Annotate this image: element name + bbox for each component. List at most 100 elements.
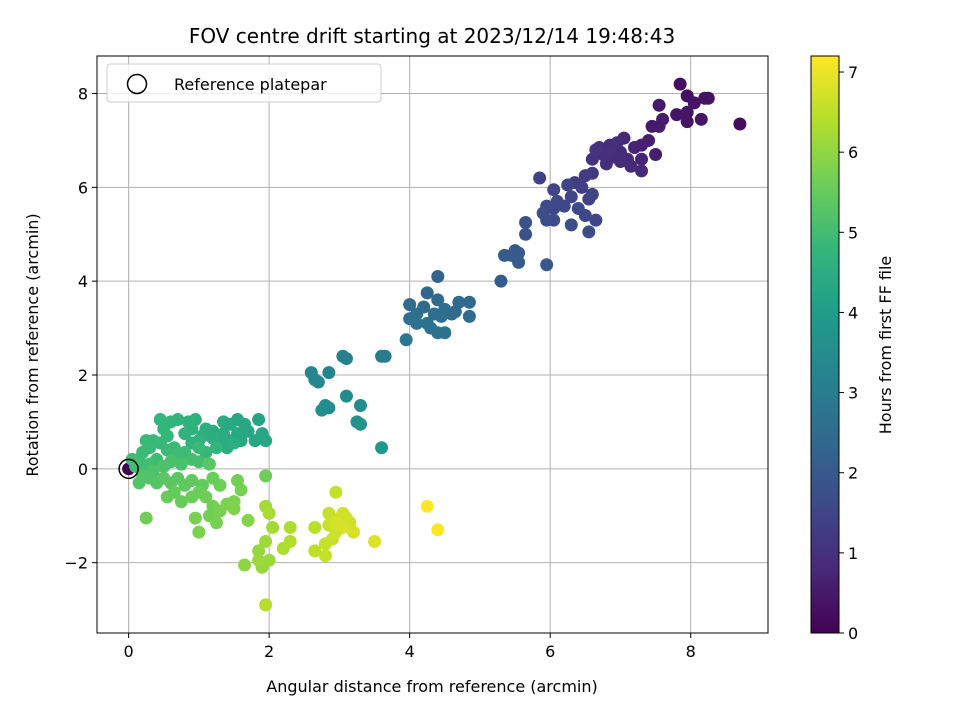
data-point xyxy=(431,293,445,307)
data-point xyxy=(252,544,266,558)
data-point xyxy=(438,326,452,340)
data-point xyxy=(420,286,434,300)
data-point xyxy=(462,295,476,309)
data-point xyxy=(575,180,589,194)
x-tick-label: 4 xyxy=(405,642,415,661)
data-point xyxy=(132,476,146,490)
data-point xyxy=(649,148,663,162)
y-axis-ticks: −2 0 2 4 6 8 xyxy=(64,85,97,573)
data-point xyxy=(680,105,694,119)
data-point xyxy=(403,298,417,312)
data-point xyxy=(259,535,273,549)
x-tick-label: 0 xyxy=(124,642,134,661)
data-point xyxy=(462,309,476,323)
colorbar-tick-label: 4 xyxy=(848,303,858,322)
y-tick-label: 0 xyxy=(78,460,88,479)
data-point xyxy=(185,474,199,488)
chart-title: FOV centre drift starting at 2023/12/14 … xyxy=(189,24,675,48)
data-point xyxy=(424,321,438,335)
y-tick-label: 2 xyxy=(78,366,88,385)
data-point xyxy=(635,152,649,166)
data-point xyxy=(178,427,192,441)
x-tick-label: 8 xyxy=(686,642,696,661)
colorbar-tick-label: 0 xyxy=(848,624,858,643)
data-point xyxy=(410,316,424,330)
data-point xyxy=(656,112,670,126)
data-point xyxy=(266,520,280,534)
data-point xyxy=(339,352,353,366)
data-point xyxy=(494,274,508,288)
data-point xyxy=(259,469,273,483)
data-point xyxy=(252,553,266,567)
data-point xyxy=(519,227,533,241)
colorbar-tick-label: 7 xyxy=(848,63,858,82)
data-point xyxy=(231,474,245,488)
colorbar-tick-label: 2 xyxy=(848,464,858,483)
data-point xyxy=(353,398,367,412)
data-point xyxy=(308,544,322,558)
data-point xyxy=(227,502,241,516)
data-point xyxy=(209,441,223,455)
data-point xyxy=(157,459,171,473)
data-point xyxy=(378,349,392,363)
x-tick-label: 6 xyxy=(545,642,555,661)
data-point xyxy=(188,511,202,525)
data-point xyxy=(673,77,687,91)
data-point xyxy=(216,415,230,429)
data-point xyxy=(199,490,213,504)
legend-box xyxy=(106,63,382,103)
x-tick-label: 2 xyxy=(264,642,274,661)
data-point xyxy=(399,333,413,347)
data-point xyxy=(227,436,241,450)
data-point xyxy=(434,309,448,323)
legend: Reference platepar xyxy=(106,63,382,103)
y-tick-label: 4 xyxy=(78,272,88,291)
data-point xyxy=(209,516,223,530)
data-point xyxy=(417,300,431,314)
colorbar-tick-label: 3 xyxy=(848,384,858,403)
colorbar-label: Hours from first FF file xyxy=(876,256,895,435)
data-point xyxy=(680,115,694,129)
data-point xyxy=(694,112,708,126)
data-points xyxy=(122,77,747,612)
data-point xyxy=(589,143,603,157)
data-point xyxy=(353,417,367,431)
data-point xyxy=(519,216,533,230)
data-point xyxy=(329,516,343,530)
data-point xyxy=(160,490,174,504)
data-point xyxy=(206,471,220,485)
data-point xyxy=(578,208,592,222)
data-point xyxy=(589,213,603,227)
data-point xyxy=(259,598,273,612)
data-point xyxy=(420,499,434,513)
data-point xyxy=(174,495,188,509)
data-point xyxy=(628,140,642,154)
data-point xyxy=(181,415,195,429)
data-point xyxy=(259,434,273,448)
data-point xyxy=(564,218,578,232)
data-point xyxy=(498,248,512,262)
data-point xyxy=(652,98,666,112)
data-point xyxy=(308,373,322,387)
data-point xyxy=(448,305,462,319)
data-point xyxy=(533,171,547,185)
colorbar-tick-label: 6 xyxy=(848,143,858,162)
data-point xyxy=(368,535,382,549)
data-point xyxy=(252,413,266,427)
data-point xyxy=(585,187,599,201)
data-point xyxy=(318,549,332,563)
legend-entry-label: Reference platepar xyxy=(174,75,327,94)
y-tick-label: 8 xyxy=(78,85,88,104)
reference-marker xyxy=(118,458,139,480)
data-point xyxy=(322,366,336,380)
data-point xyxy=(283,520,297,534)
data-point xyxy=(375,441,389,455)
data-point xyxy=(561,178,575,192)
y-axis-label: Rotation from reference (arcmin) xyxy=(23,213,42,476)
data-point xyxy=(624,159,638,173)
colorbar-ticks: 0 1 2 3 4 5 6 7 xyxy=(839,63,858,643)
data-point xyxy=(733,117,747,131)
data-point xyxy=(431,523,445,537)
